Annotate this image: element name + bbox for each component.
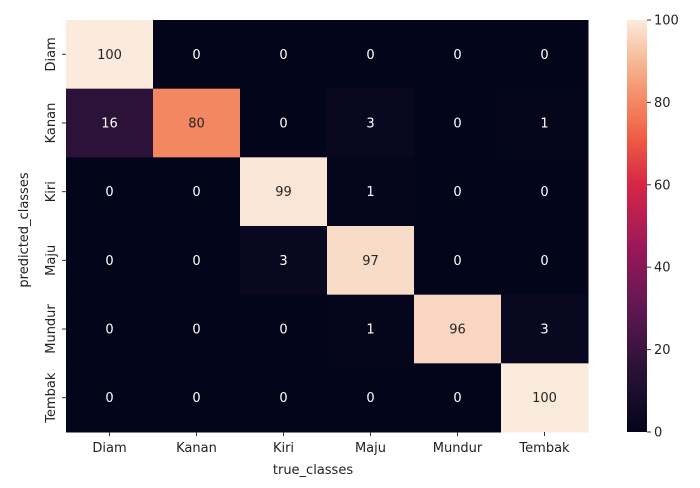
heatmap-cell <box>240 157 328 227</box>
heatmap-cell <box>414 363 502 433</box>
x-tick-label: Diam <box>92 441 126 456</box>
colorbar-tick-label: 40 <box>654 261 671 276</box>
heatmap-cell <box>66 363 154 433</box>
cell-value-label: 96 <box>449 323 466 338</box>
cell-value-label: 1 <box>366 323 374 338</box>
y-tick-label: Kanan <box>44 103 59 144</box>
heatmap-cell <box>501 363 589 433</box>
x-axis-ticks: Diam Kanan Kiri Maju Mundur Tembak <box>92 432 570 456</box>
y-tick-label: Kiri <box>44 181 59 202</box>
cell-value-label: 100 <box>97 48 122 63</box>
heatmap-cell <box>153 88 241 158</box>
heatmap-cell <box>327 88 415 158</box>
cell-value-label: 16 <box>101 117 118 132</box>
heatmap-cell <box>240 226 328 296</box>
heatmap-cell <box>153 226 241 296</box>
cell-value-label: 0 <box>192 48 200 63</box>
y-axis-label: predicted_classes <box>17 172 32 287</box>
heatmap-cell <box>327 157 415 227</box>
colorbar-tick-label: 80 <box>654 96 671 111</box>
cell-value-label: 0 <box>453 117 461 132</box>
heatmap-cell <box>414 20 502 90</box>
heatmap-cell <box>153 294 241 364</box>
cell-value-label: 0 <box>279 323 287 338</box>
cell-value-label: 100 <box>532 391 557 406</box>
cell-value-labels: 100 0 0 0 0 016 80 0 3 0 10 0 99 1 0 00 0 3 97 0 00 0 0 1 96 30 0 0… <box>97 48 557 406</box>
heatmap-cells <box>66 20 589 433</box>
heatmap-cell <box>501 226 589 296</box>
heatmap-cell <box>327 20 415 90</box>
cell-value-label: 3 <box>279 254 287 269</box>
heatmap-cell <box>66 20 154 90</box>
x-tick-label: Kiri <box>273 441 294 456</box>
heatmap-cell <box>327 226 415 296</box>
y-tick-label: Mundur <box>44 304 59 354</box>
heatmap-cell <box>414 226 502 296</box>
heatmap-cell <box>501 88 589 158</box>
heatmap-cell <box>153 20 241 90</box>
cell-value-label: 0 <box>366 391 374 406</box>
heatmap-cell <box>240 88 328 158</box>
heatmap-cell <box>414 88 502 158</box>
heatmap-cell <box>66 157 154 227</box>
heatmap-cell <box>327 294 415 364</box>
x-tick-label: Maju <box>355 441 386 456</box>
x-tick-label: Mundur <box>433 441 483 456</box>
heatmap-cell <box>501 157 589 227</box>
colorbar-tick-label: 60 <box>654 178 671 193</box>
heatmap-cell <box>153 363 241 433</box>
cell-value-label: 0 <box>192 391 200 406</box>
heatmap-cell <box>501 20 589 90</box>
heatmap-cell <box>501 294 589 364</box>
heatmap-cell <box>153 157 241 227</box>
cell-value-label: 0 <box>279 391 287 406</box>
cell-value-label: 0 <box>453 391 461 406</box>
cell-value-label: 0 <box>540 48 548 63</box>
cell-value-label: 80 <box>188 117 205 132</box>
cell-value-label: 0 <box>192 323 200 338</box>
cell-value-label: 0 <box>453 254 461 269</box>
cell-value-label: 3 <box>366 117 374 132</box>
y-tick-label: Tembak <box>44 372 59 424</box>
y-tick-label: Maju <box>44 245 59 276</box>
heatmap-cell <box>414 157 502 227</box>
cell-value-label: 0 <box>453 48 461 63</box>
heatmap-cell <box>66 226 154 296</box>
heatmap-cell <box>414 294 502 364</box>
cell-value-label: 0 <box>105 391 113 406</box>
colorbar-tick-label: 0 <box>654 426 662 441</box>
cell-value-label: 1 <box>540 117 548 132</box>
cell-value-label: 3 <box>540 323 548 338</box>
heatmap-cell <box>66 88 154 158</box>
cell-value-label: 0 <box>540 254 548 269</box>
cell-value-label: 0 <box>105 254 113 269</box>
x-tick-label: Kanan <box>176 441 217 456</box>
heatmap-cell <box>66 294 154 364</box>
y-axis-ticks: Diam Kanan Kiri Maju Mundur Tembak <box>44 37 66 424</box>
colorbar <box>627 20 647 432</box>
cell-value-label: 0 <box>105 185 113 200</box>
cell-value-label: 0 <box>105 323 113 338</box>
x-axis-label: true_classes <box>273 463 353 478</box>
colorbar-ticks: 0 20 40 60 80 100 <box>647 14 679 441</box>
cell-value-label: 0 <box>453 185 461 200</box>
cell-value-label: 99 <box>275 185 292 200</box>
cell-value-label: 0 <box>192 185 200 200</box>
cell-value-label: 0 <box>279 117 287 132</box>
cell-value-label: 0 <box>192 254 200 269</box>
cell-value-label: 0 <box>366 48 374 63</box>
heatmap-cell <box>240 20 328 90</box>
cell-value-label: 97 <box>362 254 379 269</box>
heatmap-cell <box>327 363 415 433</box>
colorbar-tick-label: 100 <box>654 14 679 29</box>
y-tick-label: Diam <box>44 37 59 71</box>
heatmap-cell <box>240 363 328 433</box>
cell-value-label: 1 <box>366 185 374 200</box>
heatmap-cell <box>240 294 328 364</box>
colorbar-tick-label: 20 <box>654 343 671 358</box>
cell-value-label: 0 <box>540 185 548 200</box>
cell-value-label: 0 <box>279 48 287 63</box>
x-tick-label: Tembak <box>518 441 570 456</box>
